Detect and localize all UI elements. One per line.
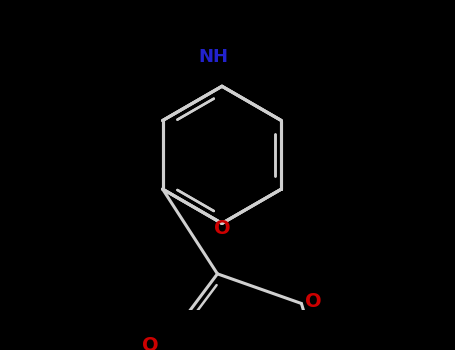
Text: NH: NH bbox=[198, 48, 228, 66]
Text: O: O bbox=[142, 336, 158, 350]
Text: O: O bbox=[214, 219, 230, 238]
Text: O: O bbox=[305, 292, 321, 311]
